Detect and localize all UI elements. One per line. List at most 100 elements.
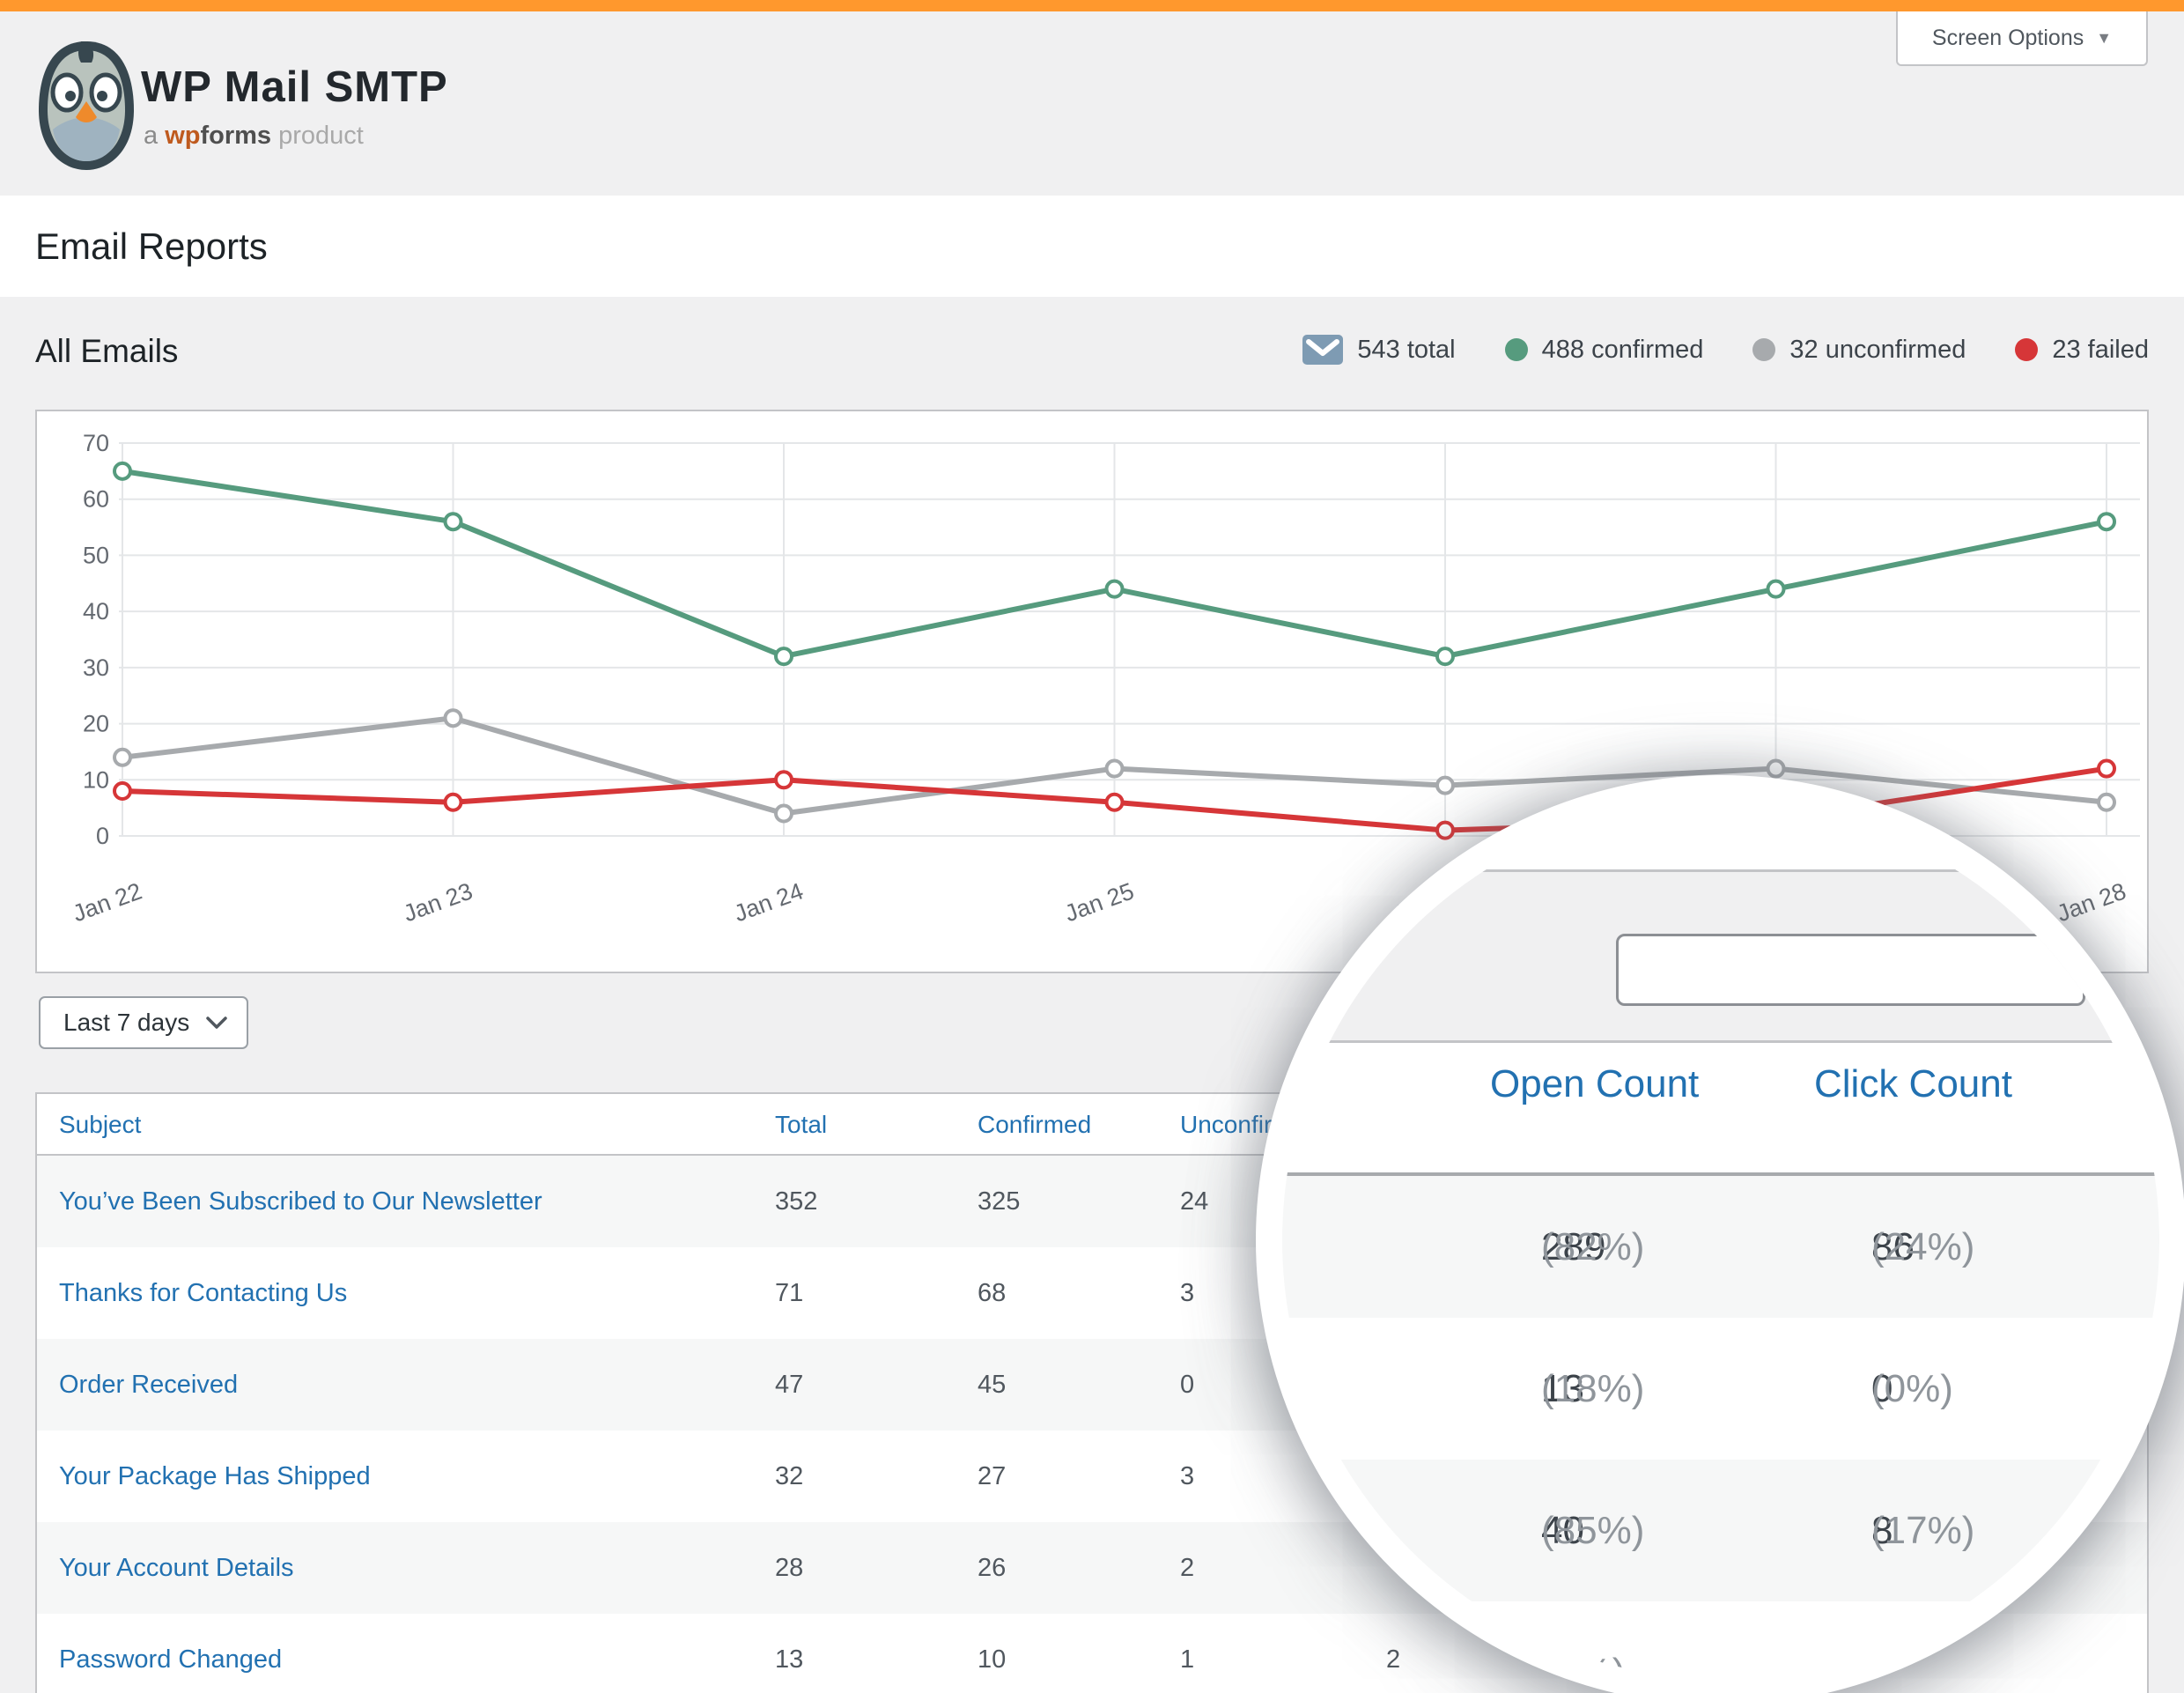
svg-text:30: 30	[83, 654, 109, 681]
divider	[1282, 1172, 2159, 1176]
envelope-icon	[1302, 335, 1344, 365]
legend-item-unconfirmed: 32 unconfirmed	[1752, 336, 1966, 365]
tagline-brand-wp: wp	[165, 122, 201, 150]
total-cell: 13	[775, 1645, 804, 1674]
table-row: Thanks for Contacting Us 71 68 3	[37, 1247, 2147, 1339]
section-title: All Emails	[35, 333, 179, 369]
subject-link[interactable]: Your Package Has Shipped	[59, 1462, 371, 1490]
confirmed-cell: 45	[978, 1371, 1007, 1399]
unconfirmed-cell: 3	[1180, 1279, 1195, 1307]
legend-failed-count: 23	[2052, 335, 2081, 364]
subject-link[interactable]: Your Account Details	[59, 1554, 294, 1582]
open-count-pct: (18%)	[1541, 1367, 1645, 1410]
email-stats-legend: 543 total 488 confirmed 32 unconfirmed 2…	[1302, 328, 2149, 372]
svg-text:10: 10	[83, 766, 109, 793]
svg-text:Jan 25: Jan 25	[1061, 877, 1137, 927]
open-count-pct: (62%)	[1522, 1651, 1626, 1679]
date-range-select[interactable]: Last 7 days	[39, 996, 248, 1049]
chevron-down-icon: ▼	[2096, 28, 2113, 47]
magnified-table-row: 20 (62%) 12 (38%)	[1282, 1601, 2159, 1679]
magnified-table-row: 40 (85%) 8 (17%)	[1282, 1460, 2159, 1601]
unconfirmed-cell: 3	[1180, 1462, 1195, 1490]
chevron-down-icon	[206, 1017, 227, 1029]
magnified-table-row: 289 (82%) 86 (24%)	[1282, 1176, 2159, 1318]
column-header-total[interactable]: Total	[775, 1111, 828, 1138]
total-cell: 71	[775, 1279, 804, 1307]
tagline-suffix: product	[278, 122, 364, 150]
open-count-value: 13	[1541, 1367, 1584, 1410]
plugin-header: WP Mail SMTP a wpforms product Screen Op…	[0, 11, 2184, 196]
unconfirmed-cell: 24	[1180, 1187, 1209, 1216]
subject-link[interactable]: Thanks for Contacting Us	[59, 1279, 348, 1307]
top-accent-bar	[0, 0, 2184, 11]
wp-mail-smtp-pigeon-logo	[39, 41, 134, 170]
screen-options-label: Screen Options	[1931, 25, 2084, 50]
magnifier-content: Open Count Click Count 289 (82%) 86 (24%…	[1282, 802, 2159, 1679]
page-title-bar: Email Reports	[0, 196, 2184, 297]
svg-text:70: 70	[83, 430, 109, 456]
legend-item-failed: 23 failed	[2015, 336, 2149, 365]
unconfirmed-cell: 2	[1180, 1554, 1195, 1582]
total-cell: 28	[775, 1554, 804, 1582]
legend-failed-label: failed	[2087, 335, 2149, 364]
subject-link[interactable]: Order Received	[59, 1371, 239, 1399]
subject-link[interactable]: You’ve Been Subscribed to Our Newsletter	[59, 1187, 542, 1216]
click-count-value: 86	[1871, 1225, 1915, 1268]
app-title: WP Mail SMTP	[141, 63, 448, 111]
click-count-value: 8	[1871, 1509, 1893, 1552]
open-count-pct: (85%)	[1541, 1509, 1645, 1552]
svg-text:50: 50	[83, 542, 109, 568]
total-cell: 32	[775, 1462, 804, 1490]
legend-confirmed-label: confirmed	[1591, 335, 1704, 364]
svg-text:Jan 24: Jan 24	[731, 877, 807, 927]
legend-unconfirmed-label: unconfirmed	[1825, 335, 1966, 364]
search-input[interactable]	[1616, 934, 2085, 1006]
tagline-prefix: a	[144, 122, 159, 150]
confirmed-cell: 10	[978, 1645, 1007, 1674]
confirmed-cell: 68	[978, 1279, 1007, 1307]
unconfirmed-dot-icon	[1752, 338, 1776, 361]
confirmed-cell: 325	[978, 1187, 1021, 1216]
magnifier-overlay: Open Count Click Count 289 (82%) 86 (24%…	[1256, 775, 2184, 1693]
column-header-click-count[interactable]: Click Count	[1814, 1062, 2012, 1105]
svg-text:0: 0	[96, 823, 109, 849]
app-tagline: a wpforms product	[144, 122, 364, 151]
column-header-open-count[interactable]: Open Count	[1490, 1062, 1700, 1105]
legend-unconfirmed-count: 32	[1789, 335, 1819, 364]
svg-text:Jan 23: Jan 23	[400, 877, 476, 927]
open-count-value: 40	[1541, 1509, 1584, 1552]
legend-confirmed-count: 488	[1541, 335, 1585, 364]
subject-link[interactable]: Password Changed	[59, 1645, 283, 1674]
failed-cell: 2	[1386, 1645, 1401, 1674]
open-count-pct: (82%)	[1541, 1225, 1645, 1268]
divider	[1282, 869, 2159, 872]
magnified-table-row: 13 (18%) 0 (0%)	[1282, 1318, 2159, 1460]
legend-item-confirmed: 488 confirmed	[1504, 335, 1704, 365]
legend-item-total: 543 total	[1302, 335, 1456, 365]
svg-text:Jan 22: Jan 22	[70, 877, 145, 927]
click-count-value: 0	[1871, 1367, 1893, 1410]
column-header-confirmed[interactable]: Confirmed	[978, 1111, 1092, 1138]
open-count-value: 20	[1522, 1651, 1565, 1679]
column-header-subject[interactable]: Subject	[59, 1111, 142, 1138]
divider	[1282, 1040, 2159, 1043]
svg-text:40: 40	[83, 598, 109, 625]
search-button[interactable]	[2105, 934, 2159, 1006]
svg-text:20: 20	[83, 711, 109, 737]
failed-dot-icon	[2015, 338, 2039, 361]
table-row: Your Package Has Shipped 32 27 3	[37, 1431, 2147, 1522]
svg-text:60: 60	[83, 486, 109, 513]
click-count-pct: (17%)	[1871, 1509, 1975, 1552]
total-cell: 352	[775, 1187, 818, 1216]
confirmed-dot-icon	[1504, 338, 1528, 361]
legend-total-label: total	[1406, 335, 1456, 364]
tagline-brand-forms: forms	[200, 122, 272, 150]
unconfirmed-cell: 0	[1180, 1371, 1195, 1399]
page-title: Email Reports	[35, 225, 268, 267]
screen-options-button[interactable]: Screen Options ▼	[1896, 11, 2148, 66]
date-range-value: Last 7 days	[63, 1009, 190, 1036]
legend-total-count: 543	[1357, 335, 1400, 364]
click-count-pct: (38%)	[1871, 1651, 1975, 1679]
